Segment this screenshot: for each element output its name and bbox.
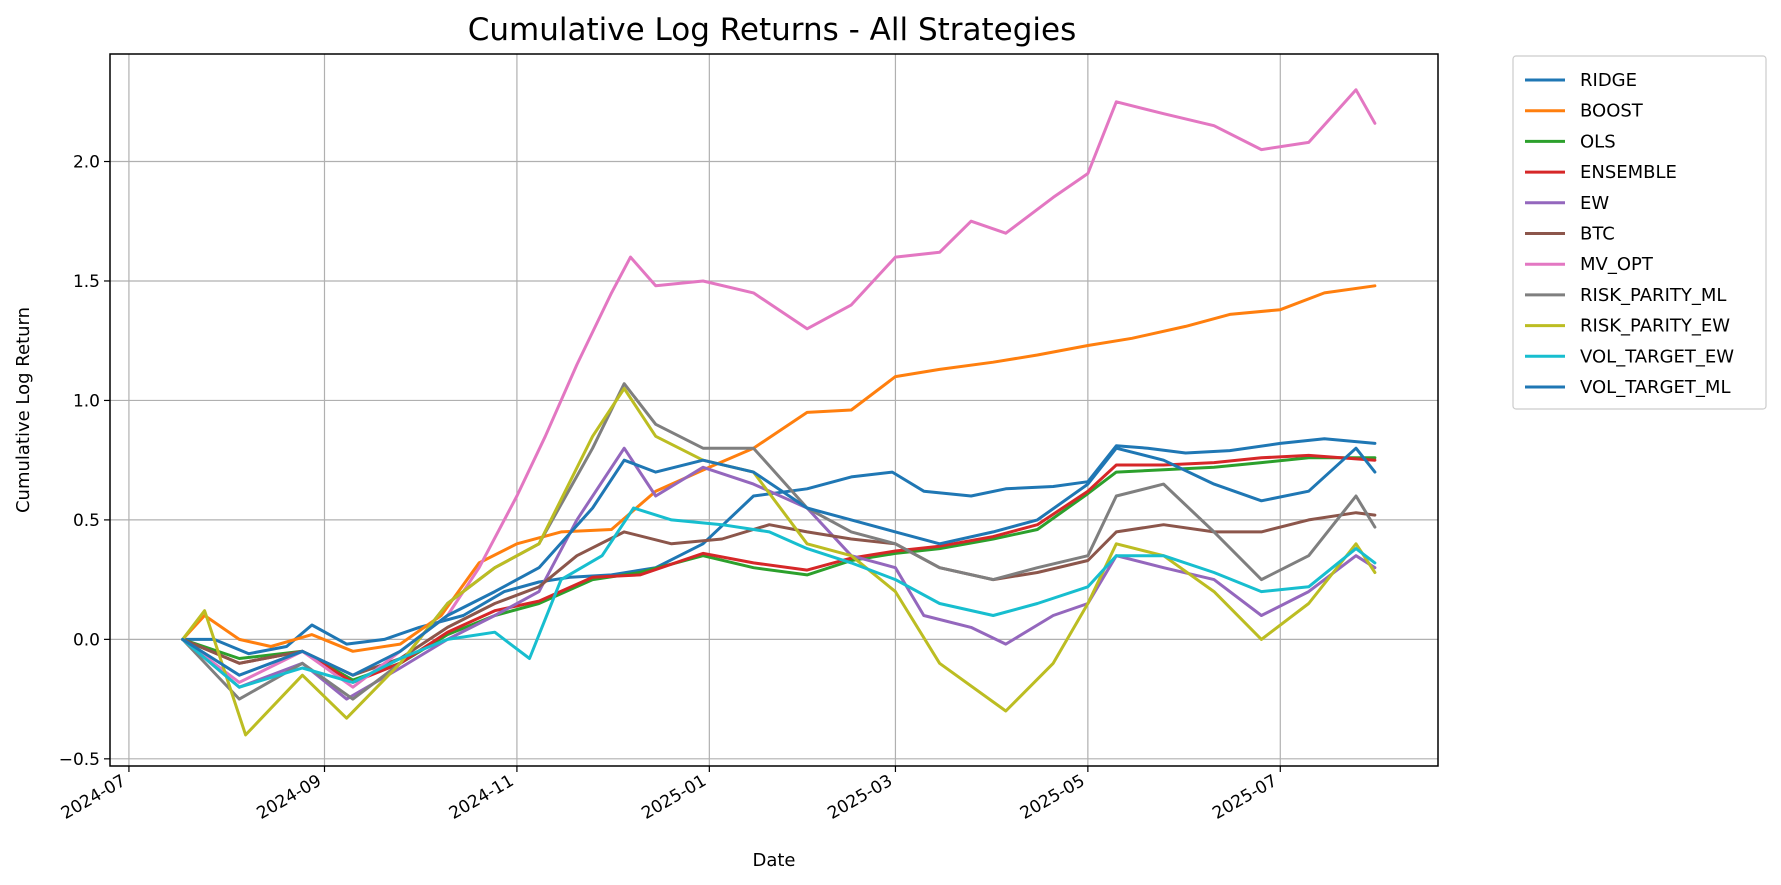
legend-frame [1512,55,1767,410]
y-tick-label: 1.5 [73,272,100,292]
legend-label: RIDGE [1580,70,1637,91]
legend-label: VOL_TARGET_EW [1580,346,1734,367]
y-tick-label: 1.0 [73,391,100,411]
legend-label: BOOST [1580,101,1644,122]
grid [110,54,1438,766]
series-line-btc [181,511,1377,677]
series-line-risk-parity-ew [181,387,1377,737]
legend-label: MV_OPT [1580,254,1654,275]
y-axis-ticks: −0.5 0.0 0.5 1.0 1.5 2.0 [59,153,110,770]
legend-label: VOL_TARGET_ML [1580,377,1731,398]
legend-label: RISK_PARITY_ML [1580,285,1726,306]
series-line-vol-target-ml [181,446,1377,677]
y-tick-label: −0.5 [59,750,100,770]
series-lines [181,88,1377,737]
y-tick-label: 0.0 [73,630,100,650]
y-axis-title: Cumulative Log Return [13,307,34,513]
legend-label: RISK_PARITY_EW [1580,316,1730,337]
legend-label: EW [1580,193,1609,214]
y-tick-label: 2.0 [73,153,100,173]
series-line-boost [181,284,1377,653]
y-tick-label: 0.5 [73,511,100,531]
series-line-vol-target-ew [181,506,1377,689]
chart-title: Cumulative Log Returns - All Strategies [468,12,1077,48]
legend-label: OLS [1580,131,1616,152]
legend-label: BTC [1580,224,1615,245]
plot-frame [109,53,1439,767]
x-axis-title: Date [752,850,795,871]
legend: RIDGE BOOST OLS ENSEMBLE EW BTC MV_OPT RISK_PAR… [1512,55,1767,410]
series-line-ridge [181,437,1377,656]
legend-label: ENSEMBLE [1580,162,1677,183]
